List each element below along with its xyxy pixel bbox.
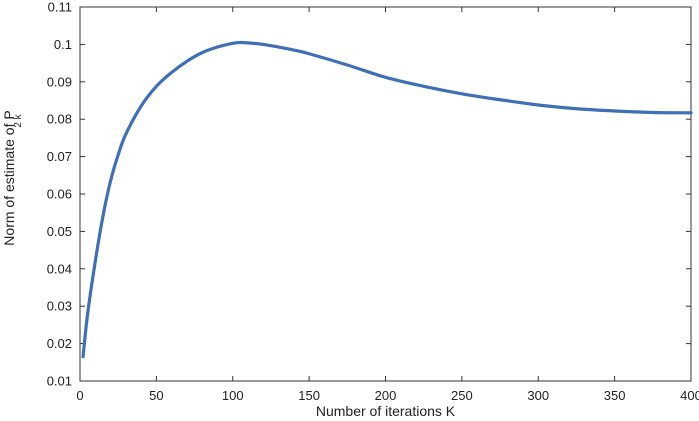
- x-tick-label: 0: [76, 388, 83, 403]
- y-tick-label: 0.06: [47, 187, 72, 202]
- y-tick-label: 0.05: [47, 224, 72, 239]
- x-tick-label: 350: [604, 388, 626, 403]
- x-axis-label: Number of iterations K: [316, 403, 456, 419]
- y-tick-label: 0.08: [47, 112, 72, 127]
- x-tick-label: 150: [298, 388, 320, 403]
- x-tick-label: 300: [527, 388, 549, 403]
- series-line-0: [81, 40, 693, 359]
- x-tick-label: 100: [222, 388, 244, 403]
- series-group: [81, 40, 693, 359]
- x-tick-label: 400: [680, 388, 699, 403]
- x-tick-label: 200: [375, 388, 397, 403]
- y-tick-label: 0.02: [47, 336, 72, 351]
- y-tick-label: 0.04: [47, 261, 72, 276]
- x-tick-label: 250: [451, 388, 473, 403]
- x-tick-label: 50: [149, 388, 163, 403]
- y-tick-label: 0.11: [48, 0, 72, 15]
- y-tick-label: 0.1: [54, 37, 72, 52]
- y-tick-label: 0.09: [47, 74, 72, 89]
- plot-border: [79, 6, 692, 382]
- y-tick-label: 0.03: [47, 299, 72, 314]
- y-axis-label: Norm of estimate of P: [1, 110, 17, 245]
- y-axis-ticks: 0.01 0.02 0.03 0.04 0.05 0.06 0.07 0.08 0.09 0.1 0…: [47, 0, 691, 389]
- y-tick-label: 0.07: [47, 149, 72, 164]
- plot-frame: [79, 6, 692, 382]
- y-tick-label: 0.01: [47, 374, 72, 389]
- y-axis-label-subscript: 2 k: [13, 113, 24, 127]
- x-axis-ticks: 0 50 100 150 200 250 300 350 400: [76, 7, 699, 403]
